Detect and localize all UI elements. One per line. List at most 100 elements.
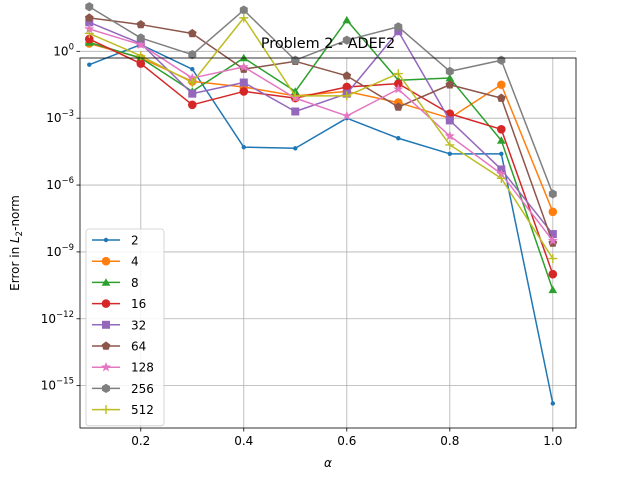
data-point xyxy=(238,61,249,72)
legend-label: 16 xyxy=(131,297,146,311)
legend-entry: 128 xyxy=(92,361,154,375)
legend-entry: 2 xyxy=(92,234,139,248)
y-axis-label-l: L xyxy=(8,236,22,243)
legend-entry: 16 xyxy=(92,297,146,311)
data-point xyxy=(548,254,558,264)
legend-marker xyxy=(101,341,111,350)
legend-marker xyxy=(102,383,110,393)
data-point xyxy=(84,28,94,38)
data-point xyxy=(84,23,95,34)
data-point xyxy=(393,84,404,94)
x-tick-label: 0.8 xyxy=(440,434,459,448)
data-point xyxy=(445,116,454,125)
data-point xyxy=(187,100,197,110)
data-point xyxy=(342,71,352,80)
y-axis-label: Error in L2-norm xyxy=(8,195,25,291)
data-point xyxy=(136,59,146,68)
y-axis-label-prefix: Error in xyxy=(8,243,22,291)
x-tick-label: 0.4 xyxy=(234,434,253,448)
data-point xyxy=(496,136,506,144)
legend-marker xyxy=(103,237,109,243)
data-point xyxy=(496,168,507,179)
legend-label: 2 xyxy=(131,234,139,248)
x-tick-label: 0.2 xyxy=(131,434,150,448)
y-tick-label: 10−12 xyxy=(41,310,74,326)
legend-label: 4 xyxy=(131,255,139,269)
series-128 xyxy=(84,23,558,245)
data-point xyxy=(548,285,558,294)
data-point xyxy=(187,72,198,83)
y-tick-label: 100 xyxy=(53,42,74,58)
legend-label: 256 xyxy=(131,382,154,396)
data-point xyxy=(85,2,94,12)
data-point xyxy=(445,66,454,76)
series-line xyxy=(89,28,554,242)
data-point xyxy=(548,189,557,199)
data-point xyxy=(444,130,455,141)
data-point xyxy=(497,125,506,134)
legend-marker xyxy=(102,320,110,329)
legend-marker xyxy=(101,256,111,266)
data-point xyxy=(550,401,556,406)
data-point xyxy=(84,13,94,22)
y-axis-label-suffix: -norm xyxy=(8,195,22,231)
legend-entry: 64 xyxy=(92,340,146,354)
data-point xyxy=(497,80,506,90)
legend-marker xyxy=(101,299,111,308)
data-point xyxy=(87,62,92,67)
data-point xyxy=(341,110,352,121)
series-line xyxy=(88,43,554,404)
data-point xyxy=(84,34,94,44)
data-point xyxy=(187,28,197,38)
y-tick-label: 10−9 xyxy=(46,243,74,259)
series-line xyxy=(89,19,554,291)
data-point xyxy=(393,69,403,79)
series-512 xyxy=(84,13,558,264)
data-point xyxy=(445,80,455,89)
chart-title: Problem 2 - ADEF2 xyxy=(261,36,395,52)
plot-frame xyxy=(79,57,577,429)
data-point xyxy=(342,91,352,101)
data-point xyxy=(447,151,453,157)
legend-label: 64 xyxy=(131,340,146,354)
data-point xyxy=(135,39,146,49)
legend-label: 32 xyxy=(131,318,146,332)
data-point xyxy=(394,22,403,32)
data-point xyxy=(239,53,249,62)
data-point xyxy=(241,144,246,150)
data-point xyxy=(293,146,298,151)
legend-marker xyxy=(101,405,111,415)
series-line xyxy=(88,17,554,260)
data-point xyxy=(548,269,558,279)
data-point xyxy=(394,79,403,88)
data-point xyxy=(188,89,197,98)
series-64 xyxy=(84,13,558,247)
legend-entry: 8 xyxy=(92,276,139,290)
data-point xyxy=(342,35,351,45)
data-point xyxy=(499,151,504,157)
data-point xyxy=(445,140,455,150)
series-line xyxy=(88,6,554,195)
x-tick-label: 0.6 xyxy=(337,434,356,448)
data-point xyxy=(190,66,195,72)
data-point xyxy=(396,136,401,141)
data-point xyxy=(239,78,248,87)
data-point xyxy=(547,235,558,245)
legend-entry: 32 xyxy=(92,318,146,332)
data-point xyxy=(445,73,455,82)
legend-box xyxy=(85,228,165,427)
data-point xyxy=(239,13,249,23)
legend-entry: 512 xyxy=(92,403,154,417)
legend: 2 4 8 16 32 64 128 256 512 xyxy=(85,228,165,427)
y-tick-label: 10−15 xyxy=(41,377,74,393)
data-point xyxy=(187,78,197,88)
axis-ticks: 0.2 0.4 0.6 0.8 1.0 100 10−3 10−6 10−9 10−12 10−15 xyxy=(41,42,563,448)
data-point xyxy=(239,5,248,15)
x-tick-label: 1.0 xyxy=(543,434,562,448)
data-point xyxy=(136,51,146,61)
data-point xyxy=(188,50,197,60)
x-axis-label: α xyxy=(324,456,332,470)
legend-label: 512 xyxy=(131,403,154,417)
data-point xyxy=(136,19,146,29)
